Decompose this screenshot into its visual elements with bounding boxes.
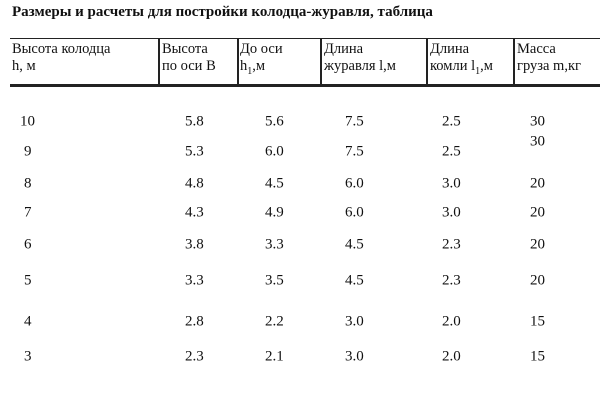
header-line: Длина: [430, 41, 470, 57]
table-cell: 2.0: [442, 348, 461, 365]
table-cell: 15: [530, 348, 545, 365]
header-cell: Масса груза m,кг: [517, 41, 581, 75]
header-text: h, м: [12, 58, 36, 74]
header-line: Высота: [162, 41, 208, 57]
header-text: по оси В: [162, 58, 216, 74]
header-text: ,м: [480, 58, 493, 74]
table-cell: 2.1: [265, 348, 284, 365]
table-cell: 5.8: [185, 113, 204, 130]
table-cell: 4.5: [345, 272, 364, 289]
table-cell: 4.5: [265, 175, 284, 192]
table-cell: 6.0: [345, 204, 364, 221]
header-line: по оси В: [162, 58, 216, 75]
header-text: ,м: [252, 58, 266, 74]
table-cell: 9: [24, 143, 32, 160]
header-cell: Высота колодца h, м: [12, 41, 111, 75]
table-cell: 15: [530, 313, 545, 330]
table-cell: 8: [24, 175, 32, 192]
header-line: h1,м: [240, 58, 283, 80]
header-subscript: 1: [247, 65, 253, 77]
title: Размеры и расчеты для постройки колодца-…: [12, 4, 433, 20]
header-line: h, м: [12, 58, 111, 75]
header-cell: Высота по оси В: [162, 41, 216, 75]
header-text: журавля l,м: [324, 58, 396, 74]
table-cell: 5.6: [265, 113, 284, 130]
header-line: Масса: [517, 41, 556, 57]
table-cell: 4.5: [345, 236, 364, 253]
column-rule: [320, 38, 322, 86]
table-cell: 20: [530, 272, 545, 289]
table-cell: 10: [20, 113, 35, 130]
column-rule: [158, 38, 160, 86]
header-text: h: [240, 58, 248, 74]
table-cell: 30: [530, 113, 545, 130]
table-cell: 2.3: [442, 272, 461, 289]
table-cell: 2.3: [442, 236, 461, 253]
table-cell: 7.5: [345, 143, 364, 160]
table-cell: 20: [530, 204, 545, 221]
table-cell: 3.0: [345, 348, 364, 365]
header-cell: Длина комли l1,м: [430, 41, 493, 80]
header-line: Длина: [324, 41, 364, 57]
table-cell: 3.0: [442, 204, 461, 221]
header-text: груза m,кг: [517, 58, 581, 74]
rule: [10, 84, 600, 87]
header-text: комли l: [430, 58, 476, 74]
column-rule: [426, 38, 428, 86]
table-cell: 3.8: [185, 236, 204, 253]
header-line: До оси: [240, 41, 283, 57]
table-cell: 5: [24, 272, 32, 289]
header-cell: Длина журавля l,м: [324, 41, 396, 75]
table-cell: 3: [24, 348, 32, 365]
header-subscript: 1: [475, 65, 481, 77]
table-cell: 7.5: [345, 113, 364, 130]
table-cell: 3.0: [442, 175, 461, 192]
header-line: журавля l,м: [324, 58, 396, 75]
table-cell: 5.3: [185, 143, 204, 160]
header-line: Высота колодца: [12, 41, 111, 57]
header-cell: До оси h1,м: [240, 41, 283, 80]
table-cell: 3.3: [265, 236, 284, 253]
header-line: комли l1,м: [430, 58, 493, 80]
table-cell: 4.3: [185, 204, 204, 221]
table-cell: 6.0: [265, 143, 284, 160]
header-line: груза m,кг: [517, 58, 581, 75]
column-rule: [513, 38, 515, 86]
table-cell: 2.8: [185, 313, 204, 330]
table-cell: 4.9: [265, 204, 284, 221]
table-cell: 2.5: [442, 143, 461, 160]
table-cell: 4: [24, 313, 32, 330]
table-cell: 3.3: [185, 272, 204, 289]
table-cell: 20: [530, 236, 545, 253]
column-rule: [237, 38, 239, 86]
table-cell: 3.0: [345, 313, 364, 330]
table-cell: 30: [530, 133, 545, 150]
table-cell: 4.8: [185, 175, 204, 192]
table-cell: 3.5: [265, 272, 284, 289]
table-cell: 6: [24, 236, 32, 253]
table-cell: 2.5: [442, 113, 461, 130]
rule: [10, 38, 600, 39]
table-cell: 6.0: [345, 175, 364, 192]
table-cell: 2.2: [265, 313, 284, 330]
table-cell: 2.3: [185, 348, 204, 365]
table-cell: 20: [530, 175, 545, 192]
table-cell: 2.0: [442, 313, 461, 330]
table-cell: 7: [24, 204, 32, 221]
